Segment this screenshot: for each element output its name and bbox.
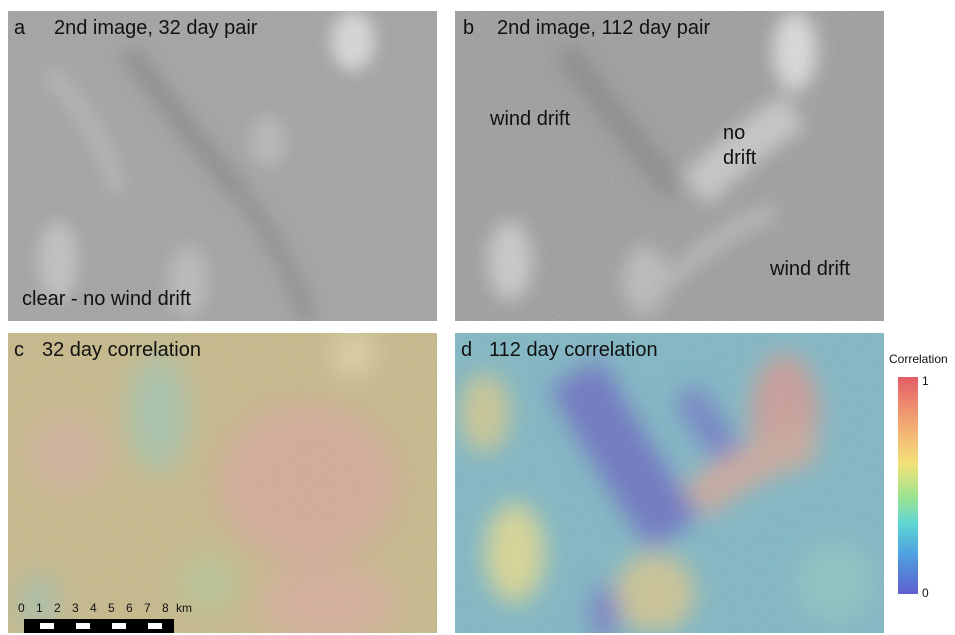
panel-title-b: 2nd image, 112 day pair [497, 17, 711, 39]
scale-tick: 2 [54, 601, 61, 615]
image-panel-b: b 2nd image, 112 day pair wind drift no … [455, 11, 884, 321]
correlation-map-32-day [8, 333, 437, 633]
panel-title-c: 32 day correlation [42, 339, 201, 361]
image-panel-d: d 112 day correlation [455, 333, 884, 633]
scale-tick: 5 [108, 601, 115, 615]
grayscale-terrain-image-b [455, 11, 884, 321]
scale-tick: 8 [162, 601, 169, 615]
annotation-wind-drift-left: wind drift [490, 108, 571, 130]
scale-tick: 4 [90, 601, 97, 615]
scale-bar-ticks: 0 1 2 3 4 5 6 7 8 km [18, 601, 218, 617]
panel-letter-c: c [14, 339, 24, 361]
panel-title-a: 2nd image, 32 day pair [54, 17, 258, 39]
image-panel-c: c 32 day correlation 0 1 2 3 4 5 6 7 8 k… [8, 333, 437, 633]
scale-tick: 7 [144, 601, 151, 615]
colorbar-max-label: 1 [922, 374, 929, 388]
panel-letter-a: a [14, 17, 26, 39]
annotation-clear-no-wind-drift: clear - no wind drift [22, 288, 191, 310]
grayscale-terrain-image-a [8, 11, 437, 321]
scale-unit: km [176, 601, 192, 615]
image-panel-a: a 2nd image, 32 day pair clear - no wind… [8, 11, 437, 321]
correlation-map-112-day [455, 333, 884, 633]
colorbar-title: Correlation [889, 352, 948, 366]
scale-tick: 1 [36, 601, 43, 615]
scale-tick: 3 [72, 601, 79, 615]
panel-letter-b: b [463, 17, 475, 39]
annotation-no-drift: no drift [723, 122, 757, 169]
scale-tick: 6 [126, 601, 133, 615]
scale-bar-graphic [24, 619, 174, 633]
correlation-colorbar [898, 377, 918, 594]
colorbar-min-label: 0 [922, 586, 929, 600]
annotation-wind-drift-right: wind drift [770, 258, 851, 280]
scale-tick: 0 [18, 601, 25, 615]
panel-letter-d: d [461, 339, 473, 361]
panel-title-d: 112 day correlation [489, 339, 658, 361]
